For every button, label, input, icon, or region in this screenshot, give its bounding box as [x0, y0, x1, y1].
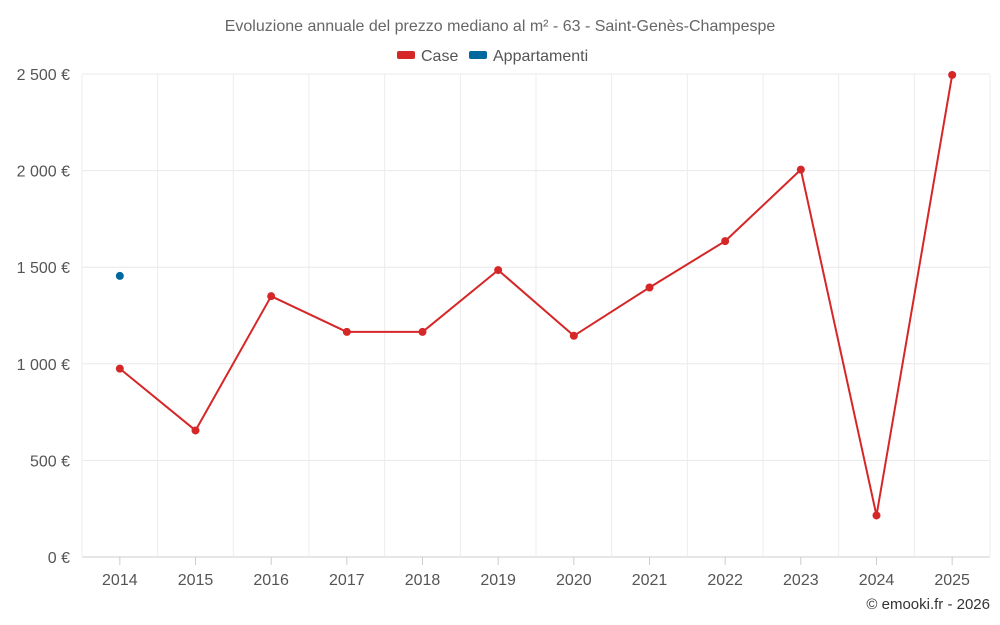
x-tick-label: 2019 [480, 572, 516, 589]
legend: Case Appartamenti [397, 48, 588, 65]
data-point-case[interactable] [267, 292, 276, 301]
x-tick-label: 2017 [329, 572, 365, 589]
x-tick-label: 2025 [934, 572, 970, 589]
chart-title: Evoluzione annuale del prezzo mediano al… [225, 18, 776, 35]
x-tick-label: 2018 [405, 572, 441, 589]
x-tick-label: 2021 [632, 572, 668, 589]
legend-item[interactable]: Case [421, 48, 458, 65]
series-line-case [119, 74, 954, 517]
credit-text: © emooki.fr - 2026 [866, 596, 990, 613]
data-point-case[interactable] [569, 331, 578, 340]
x-tick-label: 2014 [102, 572, 138, 589]
data-point-case[interactable] [494, 266, 503, 275]
legend-swatch [469, 51, 487, 59]
grid [81, 73, 991, 558]
y-tick-label: 2 500 € [17, 67, 70, 84]
y-tick-label: 2 000 € [17, 164, 70, 181]
x-tick-label: 2016 [253, 572, 289, 589]
x-tick-label: 2015 [178, 572, 214, 589]
x-tick-label: 2023 [783, 572, 819, 589]
data-point-case[interactable] [948, 70, 957, 79]
x-tick-label: 2020 [556, 572, 592, 589]
series-layer [115, 70, 957, 520]
data-point-case[interactable] [796, 165, 805, 174]
axes: 0 € 500 € 1 000 € 1 500 € 2 000 € 2 500 € 2014… [17, 67, 970, 589]
legend-swatch [397, 51, 415, 59]
data-point-case[interactable] [418, 327, 427, 336]
y-tick-label: 0 € [48, 550, 70, 567]
x-tick-label: 2024 [859, 572, 895, 589]
x-tick-label: 2022 [707, 572, 743, 589]
data-point-case[interactable] [115, 364, 124, 373]
data-point-case[interactable] [645, 283, 654, 292]
data-point-appartamenti[interactable] [115, 271, 124, 280]
y-tick-label: 500 € [30, 453, 70, 470]
y-tick-label: 1 000 € [17, 357, 70, 374]
legend-item[interactable]: Appartamenti [493, 48, 588, 65]
y-tick-label: 1 500 € [17, 260, 70, 277]
data-point-case[interactable] [721, 237, 730, 246]
data-point-case[interactable] [872, 511, 881, 520]
data-point-case[interactable] [191, 426, 200, 435]
data-point-case[interactable] [342, 327, 351, 336]
